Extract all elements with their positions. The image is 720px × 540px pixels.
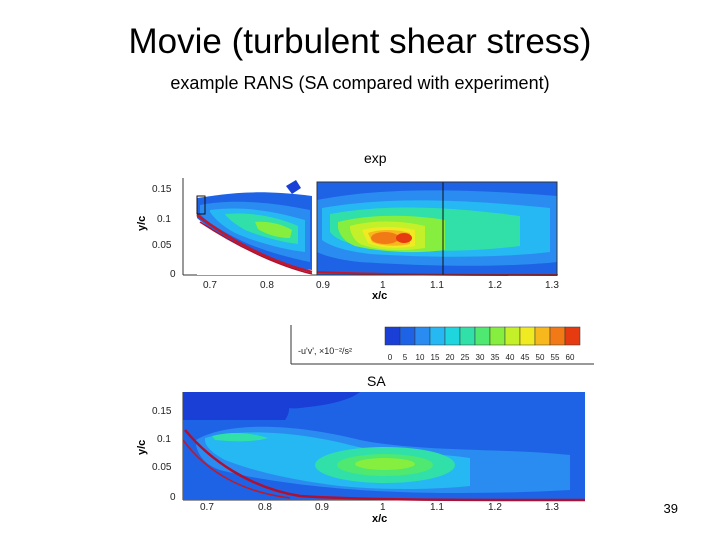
colorbar-tick: 50 xyxy=(535,353,545,362)
bottom-xtick-5: 1.2 xyxy=(488,502,502,513)
top-contour-right xyxy=(316,181,558,276)
bottom-xtick-0: 0.7 xyxy=(200,502,214,513)
colorbar-tick: 45 xyxy=(520,353,530,362)
top-contour-left xyxy=(196,178,313,275)
top-xlabel: x/c xyxy=(372,290,388,302)
colorbar-tick: 15 xyxy=(430,353,440,362)
colorbar-swatch xyxy=(399,326,416,346)
bottom-contour-sa xyxy=(182,392,586,502)
top-xtick-2: 0.9 xyxy=(316,280,330,291)
bottom-xlabel: x/c xyxy=(372,513,388,525)
colorbar-swatch xyxy=(384,326,401,346)
top-xtick-5: 1.2 xyxy=(488,280,502,291)
bottom-xtick-3: 1 xyxy=(380,502,386,513)
colorbar-swatch xyxy=(429,326,446,346)
bottom-xtick-1: 0.8 xyxy=(258,502,272,513)
colorbar-tick: 5 xyxy=(402,353,408,362)
slide-title: Movie (turbulent shear stress) xyxy=(128,22,592,61)
colorbar-swatch xyxy=(489,326,506,346)
bottom-xtick-4: 1.1 xyxy=(430,502,444,513)
colorbar-swatch xyxy=(474,326,491,346)
colorbar-swatch xyxy=(564,326,581,346)
colorbar-swatch xyxy=(519,326,536,346)
bottom-ytick-3: 0 xyxy=(170,492,176,503)
colorbar-swatch xyxy=(534,326,551,346)
top-ytick-3: 0 xyxy=(170,269,176,280)
bottom-plot-label: SA xyxy=(367,373,386,389)
colorbar-label: -u'v', ×10⁻²/s² xyxy=(298,346,352,356)
top-xtick-0: 0.7 xyxy=(203,280,217,291)
top-plot-label: exp xyxy=(364,150,387,166)
colorbar-tick: 20 xyxy=(445,353,455,362)
bottom-xtick-2: 0.9 xyxy=(315,502,329,513)
colorbar-swatch xyxy=(504,326,521,346)
bottom-ytick-0: 0.15 xyxy=(152,406,172,417)
colorbar-tick: 35 xyxy=(490,353,500,362)
slide-number: 39 xyxy=(663,501,678,516)
bottom-xtick-6: 1.3 xyxy=(545,502,559,513)
colorbar-swatch xyxy=(549,326,566,346)
top-xtick-1: 0.8 xyxy=(260,280,274,291)
colorbar-swatch xyxy=(414,326,431,346)
colorbar-tick: 40 xyxy=(505,353,515,362)
colorbar-tick: 55 xyxy=(550,353,560,362)
colorbar-tick: 30 xyxy=(475,353,485,362)
bottom-ytick-1: 0.1 xyxy=(157,434,171,445)
colorbar-tick: 0 xyxy=(387,353,393,362)
colorbar-tick: 10 xyxy=(415,353,425,362)
slide-subtitle: example RANS (SA compared with experimen… xyxy=(170,73,550,93)
top-xtick-6: 1.3 xyxy=(545,280,559,291)
colorbar-swatch xyxy=(459,326,476,346)
top-ytick-1: 0.1 xyxy=(157,214,171,225)
top-ytick-0: 0.15 xyxy=(152,184,172,195)
colorbar-tick: 25 xyxy=(460,353,470,362)
top-ytick-2: 0.05 xyxy=(152,240,172,251)
top-ylabel: y/c xyxy=(136,215,148,231)
colorbar-tick: 60 xyxy=(565,353,575,362)
colorbar-swatch xyxy=(444,326,461,346)
colorbar xyxy=(290,325,594,365)
top-xtick-4: 1.1 xyxy=(430,280,444,291)
bottom-ytick-2: 0.05 xyxy=(152,462,172,473)
bottom-ylabel: y/c xyxy=(136,439,148,455)
top-xtick-3: 1 xyxy=(380,280,386,291)
